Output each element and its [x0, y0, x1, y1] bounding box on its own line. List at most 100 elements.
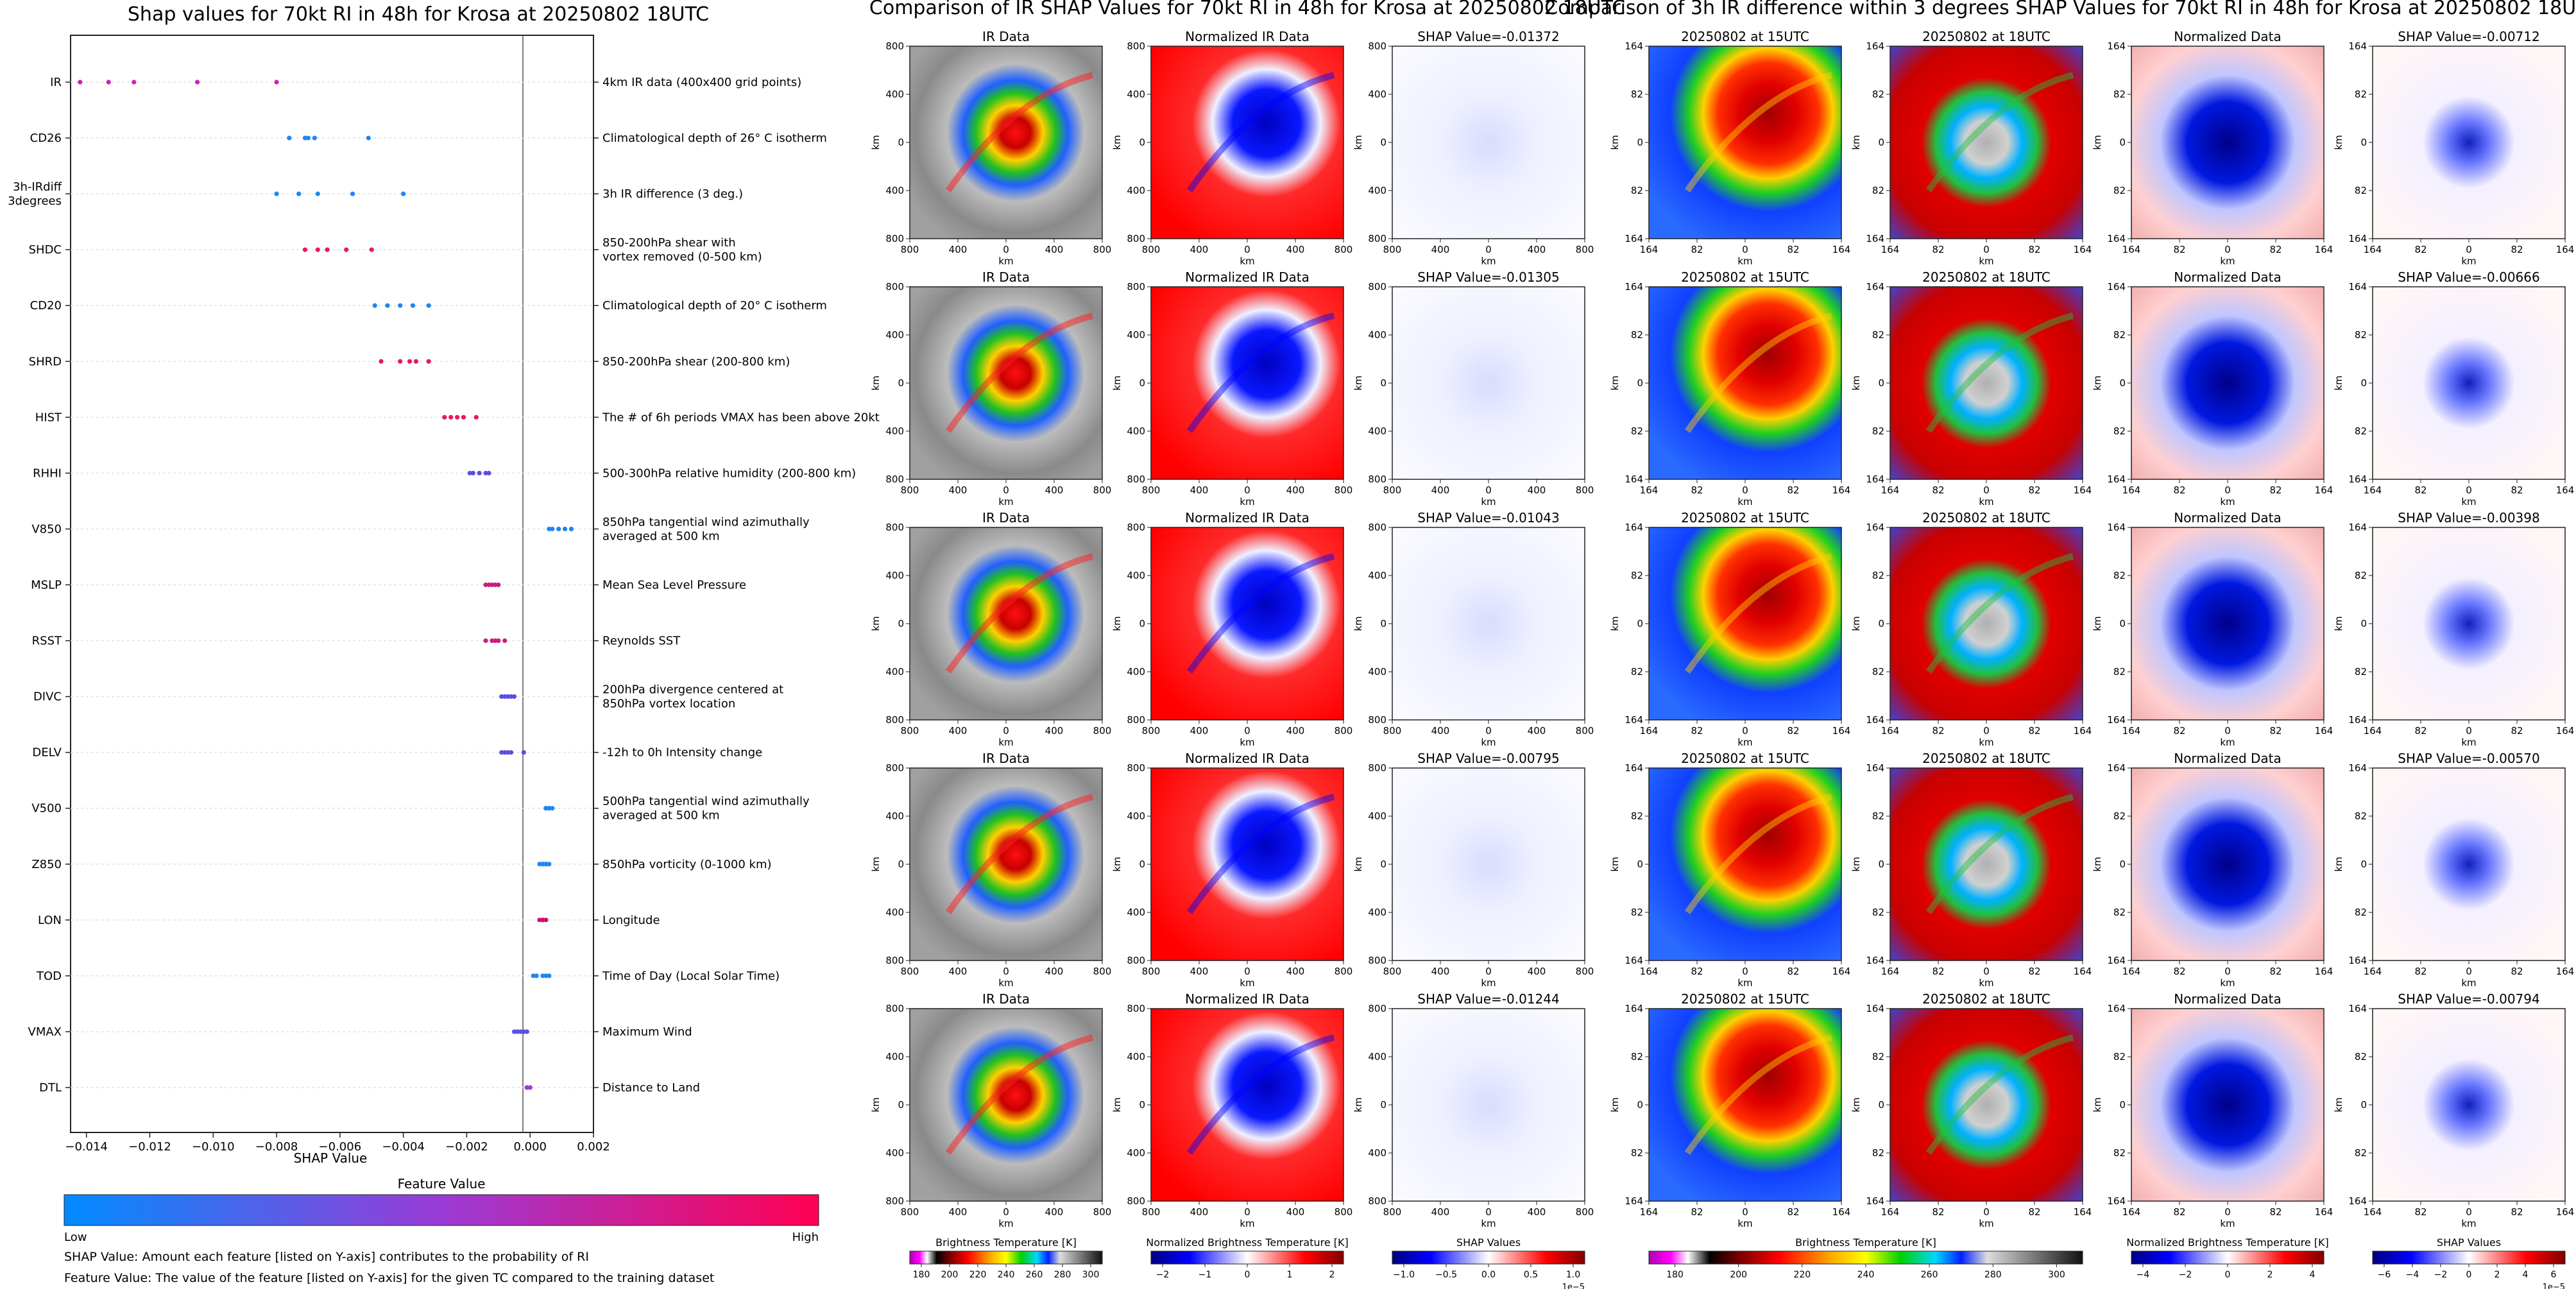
panel-x-tick-label: 82 — [2414, 966, 2427, 977]
cloud-band — [1925, 1034, 2074, 1155]
cloud-band — [945, 1034, 1094, 1155]
panel-title: 20250802 at 18UTC — [1922, 29, 2051, 44]
panel-y-tick-label: 82 — [1872, 1051, 1884, 1063]
panel-y-tick-label: 82 — [1631, 810, 1643, 822]
panel-y-tick-label: 0 — [1380, 1099, 1386, 1111]
panel-x-tick-label: 0 — [1003, 244, 1009, 255]
panel-x-axis-label: km — [1979, 977, 1993, 989]
colorbar-tick-label: −1.0 — [1393, 1270, 1415, 1280]
panel-x-tick-label: 164 — [2122, 966, 2141, 977]
panel-y-tick-label: 800 — [1127, 955, 1145, 966]
x-tick-label: −0.004 — [382, 1140, 425, 1154]
shap-point — [483, 582, 488, 588]
shap-point — [543, 918, 549, 923]
panel-x-tick-label: 400 — [1045, 244, 1064, 255]
cloud-band — [1684, 553, 1833, 674]
panel-x-tick-label: 0 — [1983, 1206, 1990, 1218]
panel-x-tick-label: 800 — [1093, 966, 1112, 977]
panel-y-tick-label: 82 — [1872, 810, 1884, 822]
x-tick-label: −0.008 — [255, 1140, 298, 1154]
panel-x-tick-label: 800 — [1383, 484, 1402, 496]
panel-x-tick-label: 800 — [1335, 484, 1353, 496]
panel-x-axis-label: km — [1481, 737, 1496, 748]
x-tick-label: 0.000 — [513, 1140, 547, 1154]
panel-x-tick-label: 800 — [1093, 725, 1112, 737]
panel-image — [1889, 286, 2083, 480]
panel-x-axis-label: km — [1737, 1218, 1752, 1229]
panel-x-tick-label: 82 — [2173, 966, 2185, 977]
feature-name-label: IR — [50, 76, 62, 89]
panel-x-axis-label: km — [2220, 737, 2235, 748]
panel-y-tick-label: 164 — [1866, 714, 1884, 726]
panel-x-tick-label: 164 — [1881, 244, 1900, 255]
panel-y-tick-label: 0 — [1380, 618, 1386, 629]
panel-y-tick-label: 164 — [1866, 40, 1884, 52]
panel-x-tick-label: 82 — [2511, 725, 2523, 737]
shap-point — [426, 359, 431, 364]
panel-x-tick-label: 82 — [1691, 484, 1703, 496]
x-tick-label: −0.012 — [128, 1140, 171, 1154]
panel-y-tick-label: 82 — [2113, 425, 2126, 437]
panel-image — [1392, 767, 1585, 961]
panel-y-tick-label: 400 — [1127, 329, 1145, 341]
panel-x-axis-label: km — [2461, 1218, 2476, 1229]
panel-title: SHAP Value=-0.01244 — [1417, 991, 1559, 1007]
panel-x-tick-label: 82 — [2173, 725, 2185, 737]
panel-x-tick-label: 164 — [1832, 725, 1851, 737]
panel-x-axis-label: km — [1240, 1218, 1254, 1229]
panel-image — [1150, 1008, 1344, 1202]
panel-x-tick-label: 400 — [1045, 484, 1064, 496]
panel-y-tick-label: 164 — [2107, 474, 2126, 485]
panel-y-tick-label: 400 — [1127, 425, 1145, 437]
panel-title: Normalized IR Data — [1185, 751, 1309, 766]
shap-point — [493, 582, 498, 588]
panel-y-tick-label: 82 — [1872, 89, 1884, 100]
shap-point — [521, 750, 526, 755]
panel-y-tick-label: 82 — [2113, 1147, 2126, 1159]
panel-y-tick-label: 400 — [1127, 666, 1145, 678]
panel-x-tick-label: 82 — [2511, 966, 2523, 977]
shap-point — [496, 582, 501, 588]
colorbar: SHAP Values −6 −4 −2 0 2 4 6 1e−5 — [2372, 1236, 2566, 1289]
panel-y-tick-label: 0 — [1139, 137, 1145, 148]
cloud-band — [945, 553, 1094, 674]
panel-x-axis-label: km — [1979, 255, 1993, 267]
panel-image — [2372, 767, 2566, 961]
colorbar-tick-label: 220 — [1793, 1270, 1811, 1280]
panel-x-tick-label: 164 — [2556, 244, 2575, 255]
panel-x-tick-label: 800 — [901, 244, 919, 255]
panel-x-tick-label: 400 — [1528, 244, 1546, 255]
shap-point — [547, 806, 552, 811]
feature-name-label: DTL — [39, 1081, 62, 1095]
panel-x-tick-label: 400 — [1431, 725, 1450, 737]
panel-y-tick-label: 800 — [885, 955, 904, 966]
panel-x-axis-label: km — [1481, 1218, 1496, 1229]
panel-y-tick-label: 400 — [1127, 570, 1145, 581]
panel-x-tick-label: 400 — [1528, 966, 1546, 977]
shap-point — [344, 247, 349, 252]
panel-y-axis-label: km — [1609, 616, 1621, 631]
colorbar-tick-label: −2 — [2179, 1270, 2192, 1280]
colorbar-gradient — [2372, 1251, 2566, 1265]
panel-x-tick-label: 164 — [1881, 966, 1900, 977]
panel-y-tick-label: 164 — [2107, 1195, 2126, 1207]
shap-point — [547, 862, 552, 867]
shap-point — [550, 806, 555, 811]
panel-y-tick-label: 164 — [2348, 474, 2367, 485]
panel-x-tick-label: 400 — [1286, 244, 1305, 255]
panel-x-tick-label: 0 — [1244, 484, 1250, 496]
shap-x-axis-label: SHAP Value — [294, 1150, 368, 1166]
colorbar-gradient — [909, 1251, 1103, 1265]
panel-x-tick-label: 800 — [1576, 725, 1594, 737]
shap-point — [496, 638, 501, 644]
panel-x-axis-label: km — [2461, 255, 2476, 267]
panel-x-tick-label: 164 — [1640, 966, 1659, 977]
